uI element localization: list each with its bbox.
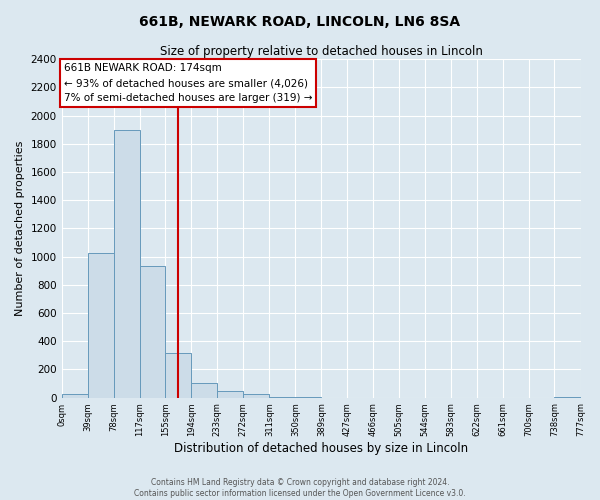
Bar	[295, 397, 322, 398]
Text: Contains HM Land Registry data © Crown copyright and database right 2024.
Contai: Contains HM Land Registry data © Crown c…	[134, 478, 466, 498]
Y-axis label: Number of detached properties: Number of detached properties	[15, 140, 25, 316]
X-axis label: Distribution of detached houses by size in Lincoln: Distribution of detached houses by size …	[174, 442, 468, 455]
Bar	[217, 390, 243, 398]
Title: Size of property relative to detached houses in Lincoln: Size of property relative to detached ho…	[160, 45, 482, 58]
Bar	[140, 266, 165, 398]
Bar	[243, 394, 269, 398]
Bar	[191, 383, 217, 398]
Text: 661B, NEWARK ROAD, LINCOLN, LN6 8SA: 661B, NEWARK ROAD, LINCOLN, LN6 8SA	[139, 15, 461, 29]
Bar	[165, 353, 191, 398]
Bar	[114, 130, 140, 398]
Bar	[269, 397, 295, 398]
Bar	[88, 253, 114, 398]
Bar	[554, 397, 581, 398]
Text: 661B NEWARK ROAD: 174sqm
← 93% of detached houses are smaller (4,026)
7% of semi: 661B NEWARK ROAD: 174sqm ← 93% of detach…	[64, 64, 312, 103]
Bar	[62, 394, 88, 398]
